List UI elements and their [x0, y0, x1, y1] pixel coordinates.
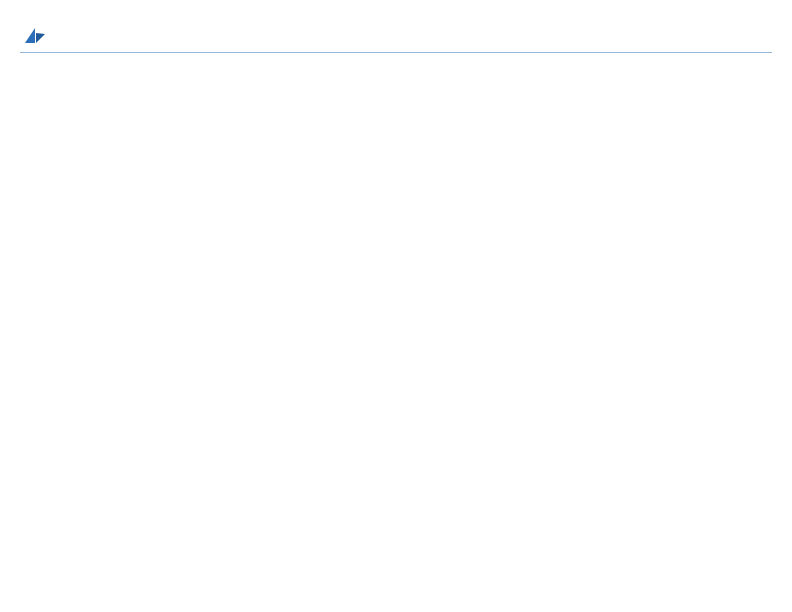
header-divider	[20, 52, 772, 53]
logo-sail-icon	[24, 26, 46, 44]
logo	[20, 18, 48, 44]
header	[20, 18, 772, 44]
